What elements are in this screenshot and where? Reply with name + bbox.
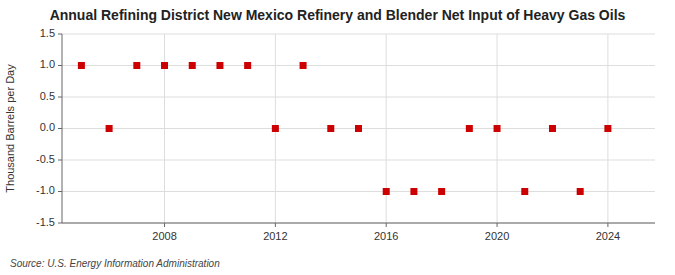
x-tick-label: 2024: [596, 230, 620, 242]
x-tick-label: 2016: [374, 230, 398, 242]
x-tick: [497, 223, 498, 227]
y-grid-line: [62, 65, 655, 66]
y-grid-line: [62, 34, 655, 35]
grid: [62, 34, 655, 223]
x-tick: [275, 223, 276, 227]
x-tick: [607, 223, 608, 227]
y-tick-label: 0.0: [40, 121, 55, 133]
y-grid-line: [62, 223, 655, 224]
point: [438, 188, 445, 195]
point: [272, 125, 279, 132]
point: [410, 188, 417, 195]
point: [549, 125, 556, 132]
point: [300, 62, 307, 69]
y-grid-line: [62, 97, 655, 98]
y-tick-label: -1.5: [36, 216, 55, 228]
y-tick-label: 1.0: [40, 58, 55, 70]
x-tick: [386, 223, 387, 227]
y-tick-label: 1.5: [40, 27, 55, 39]
point: [494, 125, 501, 132]
axes: -1.5 -1.0 -0.5 0.0 0.5 1.0 1.5 2008 2012 2016 2020…: [36, 27, 655, 242]
x-tick-label: 2020: [485, 230, 509, 242]
y-grid-line: [62, 160, 655, 161]
y-tick: [58, 34, 62, 35]
point: [577, 188, 584, 195]
y-tick: [58, 191, 62, 192]
y-axis-line: [62, 34, 63, 223]
point: [106, 125, 113, 132]
x-tick-label: 2012: [263, 230, 287, 242]
points: [78, 62, 611, 195]
point: [521, 188, 528, 195]
x-axis-line: [62, 223, 655, 224]
point: [78, 62, 85, 69]
y-tick: [58, 128, 62, 129]
x-tick: [164, 223, 165, 227]
y-tick-label: 0.5: [40, 90, 55, 102]
point: [133, 62, 140, 69]
y-tick-label: -0.5: [36, 153, 55, 165]
point: [604, 125, 611, 132]
chart: -1.5 -1.0 -0.5 0.0 0.5 1.0 1.5 2008 2012 2016 2020…: [0, 0, 675, 275]
y-grid-line: [62, 191, 655, 192]
y-tick: [58, 223, 62, 224]
point: [189, 62, 196, 69]
point: [466, 125, 473, 132]
point: [355, 125, 362, 132]
x-tick-label: 2008: [152, 230, 176, 242]
point: [383, 188, 390, 195]
y-tick-label: -1.0: [36, 184, 55, 196]
y-axis-label: Thousand Barrels per Day: [4, 64, 16, 193]
title: Annual Refining District New Mexico Refi…: [50, 7, 626, 23]
y-tick: [58, 160, 62, 161]
point: [327, 125, 334, 132]
source: Source: U.S. Energy Information Administ…: [10, 258, 220, 269]
point: [244, 62, 251, 69]
y-tick: [58, 65, 62, 66]
point: [161, 62, 168, 69]
y-tick: [58, 97, 62, 98]
point: [216, 62, 223, 69]
